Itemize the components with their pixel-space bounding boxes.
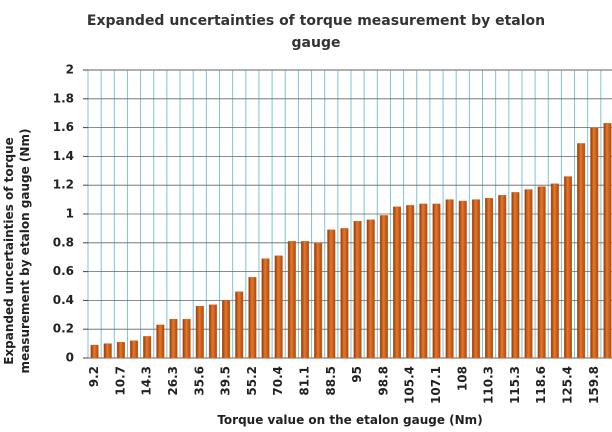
bar xyxy=(445,199,454,359)
x-tick-label: 98.8 xyxy=(376,366,390,396)
bar xyxy=(340,228,349,359)
bar xyxy=(393,206,402,359)
x-tick-label: 70.4 xyxy=(271,366,285,396)
bar xyxy=(235,291,244,359)
bar xyxy=(116,341,125,359)
x-tick-label: 105.4 xyxy=(403,366,417,404)
bar xyxy=(563,176,572,359)
x-tick-label: 95 xyxy=(350,366,364,383)
y-tick-label: 1 xyxy=(66,207,74,221)
bar xyxy=(379,215,388,359)
bar xyxy=(537,186,546,359)
bar xyxy=(353,220,362,359)
bar xyxy=(485,197,494,359)
bar xyxy=(327,229,336,359)
bar xyxy=(511,192,520,359)
x-tick-label: 110.3 xyxy=(482,366,496,404)
x-axis-label: Torque value on the etalon gauge (Nm) xyxy=(217,413,483,427)
bar xyxy=(603,123,612,359)
x-tick-label: 39.5 xyxy=(219,366,233,396)
bar xyxy=(314,242,323,359)
y-tick-label: 0.6 xyxy=(53,264,74,278)
bar xyxy=(419,203,428,359)
bar xyxy=(590,127,599,359)
bar xyxy=(195,305,204,359)
bar xyxy=(524,189,533,359)
y-tick-label: 1.6 xyxy=(53,120,74,134)
x-tick-label: 9.2 xyxy=(87,366,101,387)
bar xyxy=(103,343,112,359)
y-axis-label: Expanded uncertainties of torque measure… xyxy=(2,128,32,374)
x-tick-label: 115.3 xyxy=(508,366,522,404)
bar xyxy=(208,304,217,359)
x-tick-label: 159.8 xyxy=(587,366,601,404)
y-tick-label: 1.4 xyxy=(53,149,74,163)
y-tick-label: 0.4 xyxy=(53,293,74,307)
bar xyxy=(458,200,467,359)
chart-title: Expanded uncertainties of torque measure… xyxy=(86,13,546,51)
bar xyxy=(498,195,507,359)
bar xyxy=(169,318,178,359)
x-tick-label: 55.2 xyxy=(245,366,259,396)
y-tick-label: 1.8 xyxy=(53,91,74,105)
x-tick-label: 14.3 xyxy=(140,366,154,396)
x-tick-label: 35.6 xyxy=(192,366,206,396)
x-tick-label: 26.3 xyxy=(166,366,180,396)
bar xyxy=(550,183,559,359)
x-tick-label: 108 xyxy=(455,366,469,391)
bar xyxy=(130,340,139,359)
bar xyxy=(248,277,257,359)
bar xyxy=(274,255,283,359)
y-tick-label: 0 xyxy=(66,351,74,365)
bar xyxy=(471,199,480,359)
bar xyxy=(300,241,309,359)
bar xyxy=(432,203,441,359)
bar xyxy=(182,318,191,359)
bar xyxy=(366,219,375,359)
bar xyxy=(577,143,586,359)
y-tick-label: 0.8 xyxy=(53,235,74,249)
x-tick-label: 10.7 xyxy=(113,366,127,396)
y-tick-label: 0.2 xyxy=(53,322,74,336)
x-tick-label: 81.1 xyxy=(297,366,311,396)
bar xyxy=(90,344,99,359)
bar xyxy=(406,205,415,359)
y-tick-label: 2 xyxy=(66,63,74,77)
x-tick-label: 118.6 xyxy=(534,366,548,404)
bar xyxy=(261,258,270,359)
x-tick-label: 107.1 xyxy=(429,366,443,404)
bar xyxy=(143,336,152,359)
bar xyxy=(156,324,165,359)
bar xyxy=(287,241,296,359)
x-tick-label: 88.5 xyxy=(324,366,338,396)
bar xyxy=(222,300,231,359)
x-tick-label: 125.4 xyxy=(560,366,574,404)
y-tick-label: 1.2 xyxy=(53,178,74,192)
